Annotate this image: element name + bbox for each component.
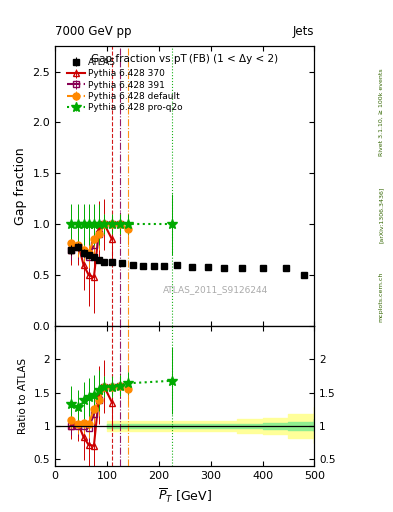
- Text: mcplots.cern.ch: mcplots.cern.ch: [379, 272, 384, 322]
- Legend: ATLAS, Pythia 6.428 370, Pythia 6.428 391, Pythia 6.428 default, Pythia 6.428 pr: ATLAS, Pythia 6.428 370, Pythia 6.428 39…: [65, 56, 185, 114]
- Text: Rivet 3.1.10, ≥ 100k events: Rivet 3.1.10, ≥ 100k events: [379, 69, 384, 157]
- Text: Jets: Jets: [293, 26, 314, 38]
- Text: Gap fraction vs pT (FB) (1 < Δy < 2): Gap fraction vs pT (FB) (1 < Δy < 2): [91, 54, 278, 65]
- Text: [arXiv:1306.3436]: [arXiv:1306.3436]: [379, 187, 384, 243]
- X-axis label: $\overline{P}_T$ [GeV]: $\overline{P}_T$ [GeV]: [158, 486, 212, 504]
- Text: 7000 GeV pp: 7000 GeV pp: [55, 26, 132, 38]
- Y-axis label: Ratio to ATLAS: Ratio to ATLAS: [18, 358, 28, 434]
- Y-axis label: Gap fraction: Gap fraction: [14, 147, 27, 225]
- Text: ATLAS_2011_S9126244: ATLAS_2011_S9126244: [163, 285, 268, 294]
